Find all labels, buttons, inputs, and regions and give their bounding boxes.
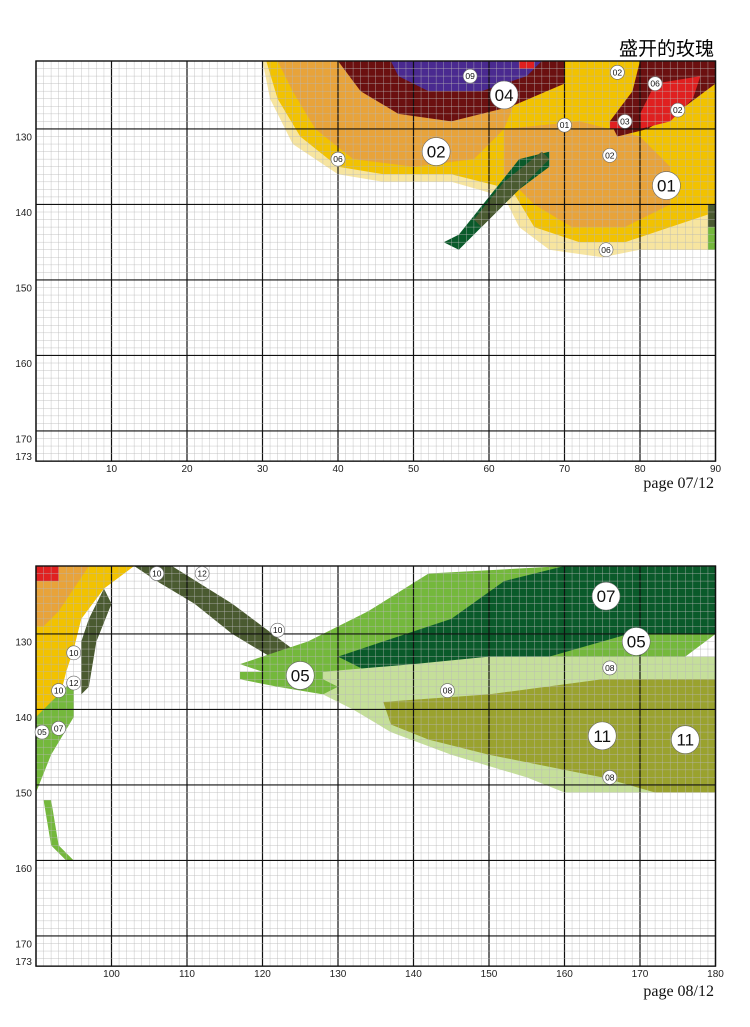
grid-border [35,60,717,462]
symbol-label: 05 [627,633,646,652]
symbol-marker [602,660,618,676]
symbol-marker [602,770,618,785]
symbol-marker [440,683,455,698]
symbol-label: 12 [69,678,79,688]
x-tick-label: 180 [707,969,724,980]
x-tick-label: 30 [257,464,269,475]
symbol-label: 07 [54,723,64,733]
y-tick-label: 160 [15,359,32,370]
x-tick-label: 50 [408,464,420,475]
symbol-marker [587,721,617,751]
y-tick-label: 140 [15,208,32,219]
symbol-label: 11 [676,731,694,750]
symbol-marker [270,622,285,638]
symbol-marker [51,721,66,736]
symbol-marker [51,683,66,698]
symbol-label: 12 [197,569,207,579]
x-tick-label: 170 [632,969,649,980]
y-tick-label: 173 [15,452,32,463]
color-region [36,679,74,793]
x-tick-label: 110 [179,969,195,980]
symbol-label: 11 [593,727,611,746]
symbol-marker [621,627,651,656]
y-tick-label: 160 [15,864,32,875]
symbol-marker [330,151,346,167]
symbol-marker [670,725,700,754]
symbol-marker [421,137,451,166]
y-tick-label: 173 [15,957,32,968]
y-tick-label: 150 [15,284,32,295]
symbol-label: 06 [650,79,660,89]
pattern-page-2: 100 110 120 130 140 150 160 170 180 130 140 150 160 1… [15,565,724,980]
x-tick-label: 90 [710,464,722,475]
symbol-label: 04 [495,86,514,105]
symbol-label: 10 [69,648,79,658]
symbol-marker [66,675,82,691]
symbol-label: 09 [465,71,475,81]
symbol-marker [602,148,618,163]
chart-title: 盛开的玫瑰 [618,38,714,60]
symbol-marker [66,645,82,661]
symbol-marker [34,724,50,740]
x-tick-label: 60 [483,464,495,475]
symbol-marker [591,581,621,611]
symbol-marker [149,566,165,581]
symbol-marker [557,117,572,133]
symbol-label: 07 [597,587,616,606]
symbol-marker [489,80,519,110]
x-tick-label: 160 [556,969,573,980]
symbol-marker [194,566,210,581]
symbol-label: 02 [605,150,615,160]
symbol-label: 01 [657,177,676,196]
x-tick-label: 150 [481,969,498,980]
x-tick-label: 130 [330,969,347,980]
symbol-marker [462,68,478,84]
symbol-label: 05 [291,666,310,685]
symbol-marker [610,65,625,80]
symbol-marker [598,242,614,258]
symbol-label: 10 [54,686,64,696]
symbol-marker [670,102,686,118]
x-tick-label: 120 [254,969,271,980]
x-tick-label: 100 [103,969,120,980]
symbol-label: 02 [613,67,623,77]
symbol-label: 01 [560,120,570,130]
y-tick-label: 130 [15,133,32,144]
symbol-label: 02 [673,105,683,115]
x-tick-label: 20 [181,464,193,475]
stitch-cell [707,204,716,228]
page-label-2: page 08/12 [643,983,714,1000]
symbol-label: 08 [605,663,615,673]
symbol-label: 02 [427,143,446,162]
symbol-marker [652,171,681,200]
symbol-marker [285,661,315,690]
x-tick-label: 80 [634,464,646,475]
page-label-1: page 07/12 [643,475,714,492]
symbol-label: 08 [605,772,615,782]
x-tick-label: 140 [405,969,422,980]
y-tick-label: 140 [15,713,32,724]
symbol-label: 08 [443,686,453,696]
symbol-label: 05 [37,727,47,737]
symbol-label: 06 [601,245,611,255]
symbol-marker [647,76,663,91]
y-tick-label: 130 [15,638,32,649]
y-tick-label: 170 [15,435,32,446]
grid-border [35,565,717,967]
stitch-cell [707,227,716,250]
symbol-label: 10 [152,569,162,579]
y-tick-label: 150 [15,789,32,800]
symbol-marker [617,114,633,129]
symbol-label: 06 [333,154,343,164]
x-tick-label: 10 [106,464,118,475]
symbol-label: 10 [273,625,283,635]
x-tick-label: 70 [559,464,571,475]
pattern-page-1: 10 20 30 40 50 60 70 80 90 130 140 150 160 170 173 09 04… [15,60,722,475]
symbol-label: 03 [620,116,630,126]
x-tick-label: 40 [332,464,344,475]
y-tick-label: 170 [15,940,32,951]
